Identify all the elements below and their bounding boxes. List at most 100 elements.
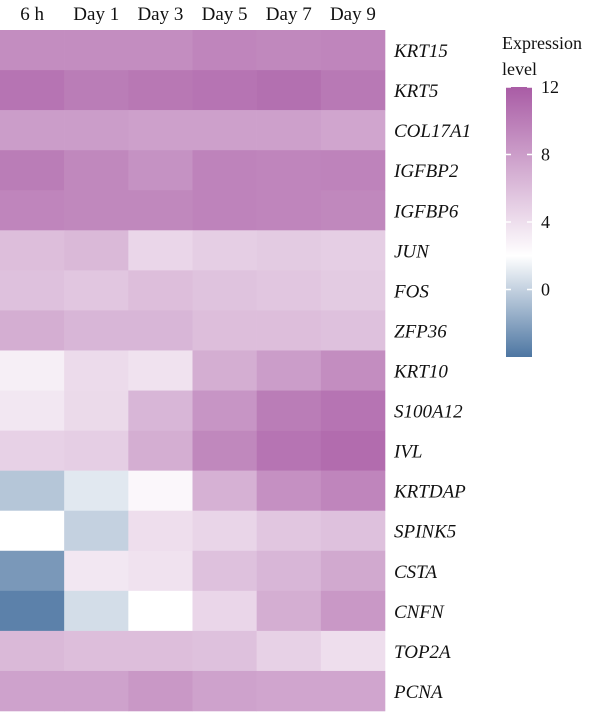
heatmap-cell — [256, 630, 322, 672]
heatmap-cell — [128, 270, 193, 311]
heatmap-cell — [128, 670, 193, 712]
heatmap-cell — [192, 630, 257, 672]
heatmap-cell — [192, 350, 257, 391]
column-label: Day 7 — [266, 4, 312, 25]
heatmap-cell — [64, 70, 129, 111]
row-label: IVL — [393, 442, 423, 463]
heatmap-cell — [192, 230, 257, 271]
heatmap-cell — [256, 190, 322, 231]
heatmap-cell — [0, 150, 65, 191]
color-legend: Expression level 0 4 8 12 — [502, 33, 582, 357]
heatmap-cell — [0, 310, 65, 351]
heatmap-cell — [320, 550, 386, 592]
heatmap-cell — [64, 430, 129, 471]
heatmap-cell — [0, 390, 65, 431]
heatmap-cell — [320, 110, 386, 151]
heatmap-cell — [64, 310, 129, 351]
heatmap-cell — [0, 30, 65, 71]
legend-tick-label: 0 — [541, 280, 550, 300]
row-label: IGFBP6 — [393, 201, 459, 222]
heatmap-cell — [0, 550, 65, 592]
heatmap-cell — [320, 230, 386, 271]
heatmap-cell — [0, 430, 65, 471]
row-label: KRT5 — [393, 81, 438, 102]
row-label: KRT10 — [393, 362, 448, 383]
heatmap-cell — [192, 70, 257, 111]
row-label: CNFN — [394, 602, 445, 623]
heatmap-cell — [0, 230, 65, 271]
heatmap-cell — [64, 670, 129, 712]
heatmap-cell — [128, 590, 193, 632]
heatmap-cell — [192, 310, 257, 351]
heatmap-cell — [320, 430, 386, 471]
heatmap-cell — [128, 550, 193, 592]
heatmap-cell — [256, 110, 322, 151]
row-label: KRTDAP — [393, 482, 466, 503]
heatmap-cell — [128, 470, 193, 512]
heatmap-cell — [0, 270, 65, 311]
legend-tick-label: 8 — [541, 145, 550, 165]
heatmap-cell — [64, 270, 129, 311]
heatmap-cell — [256, 30, 322, 71]
heatmap-cell — [0, 190, 65, 231]
column-label: Day 3 — [137, 4, 183, 25]
heatmap-cell — [64, 550, 129, 592]
heatmap-cell — [64, 390, 129, 431]
row-label: S100A12 — [394, 402, 463, 423]
row-label: PCNA — [393, 682, 443, 703]
heatmap-cell — [256, 270, 322, 311]
heatmap-cell — [0, 110, 65, 151]
legend-tick-label: 4 — [541, 212, 550, 232]
heatmap-cell — [64, 510, 129, 552]
heatmap-cell — [64, 150, 129, 191]
heatmap-cell — [128, 510, 193, 552]
heatmap-cell — [192, 390, 257, 431]
heatmap-cell — [128, 390, 193, 431]
row-label: TOP2A — [394, 642, 451, 663]
row-label: KRT15 — [393, 41, 448, 62]
heatmap-cell — [0, 70, 65, 111]
heatmap-cell — [192, 470, 257, 512]
heatmap-cell — [256, 310, 322, 351]
column-label: 6 h — [20, 4, 44, 25]
heatmap-cell — [320, 190, 386, 231]
column-label: Day 9 — [330, 4, 376, 25]
heatmap-cell — [256, 150, 322, 191]
heatmap-cell — [128, 30, 193, 71]
row-labels: KRT15 KRT5 COL17A1 IGFBP2 IGFBP6 JUN FOS ZFP36 K… — [393, 41, 471, 703]
heatmap-cell — [256, 550, 322, 592]
heatmap-cell — [320, 270, 386, 311]
heatmap-cells — [0, 30, 386, 712]
heatmap-cell — [64, 590, 129, 632]
heatmap-cell — [320, 630, 386, 672]
heatmap-cell — [128, 70, 193, 111]
heatmap-cell — [192, 270, 257, 311]
heatmap-cell — [192, 430, 257, 471]
heatmap-cell — [192, 590, 257, 632]
row-label: CSTA — [394, 562, 437, 583]
heatmap-cell — [64, 350, 129, 391]
heatmap-cell — [256, 390, 322, 431]
legend-tick-label: 12 — [541, 77, 559, 97]
heatmap-cell — [256, 70, 322, 111]
heatmap-cell — [128, 630, 193, 672]
heatmap-cell — [128, 230, 193, 271]
heatmap-cell — [320, 150, 386, 191]
heatmap-cell — [64, 230, 129, 271]
heatmap-cell — [256, 510, 322, 552]
heatmap-cell — [256, 230, 322, 271]
column-label: Day 5 — [202, 4, 248, 25]
heatmap-cell — [64, 30, 129, 71]
legend-ticks: 0 4 8 12 — [506, 77, 559, 300]
heatmap-cell — [128, 430, 193, 471]
heatmap-cell — [0, 590, 65, 632]
heatmap-cell — [64, 110, 129, 151]
heatmap-cell — [0, 350, 65, 391]
heatmap-cell — [320, 390, 386, 431]
heatmap-cell — [320, 350, 386, 391]
heatmap-cell — [0, 630, 65, 672]
heatmap-cell — [64, 470, 129, 512]
heatmap-cell — [256, 670, 322, 712]
heatmap-cell — [256, 470, 322, 512]
